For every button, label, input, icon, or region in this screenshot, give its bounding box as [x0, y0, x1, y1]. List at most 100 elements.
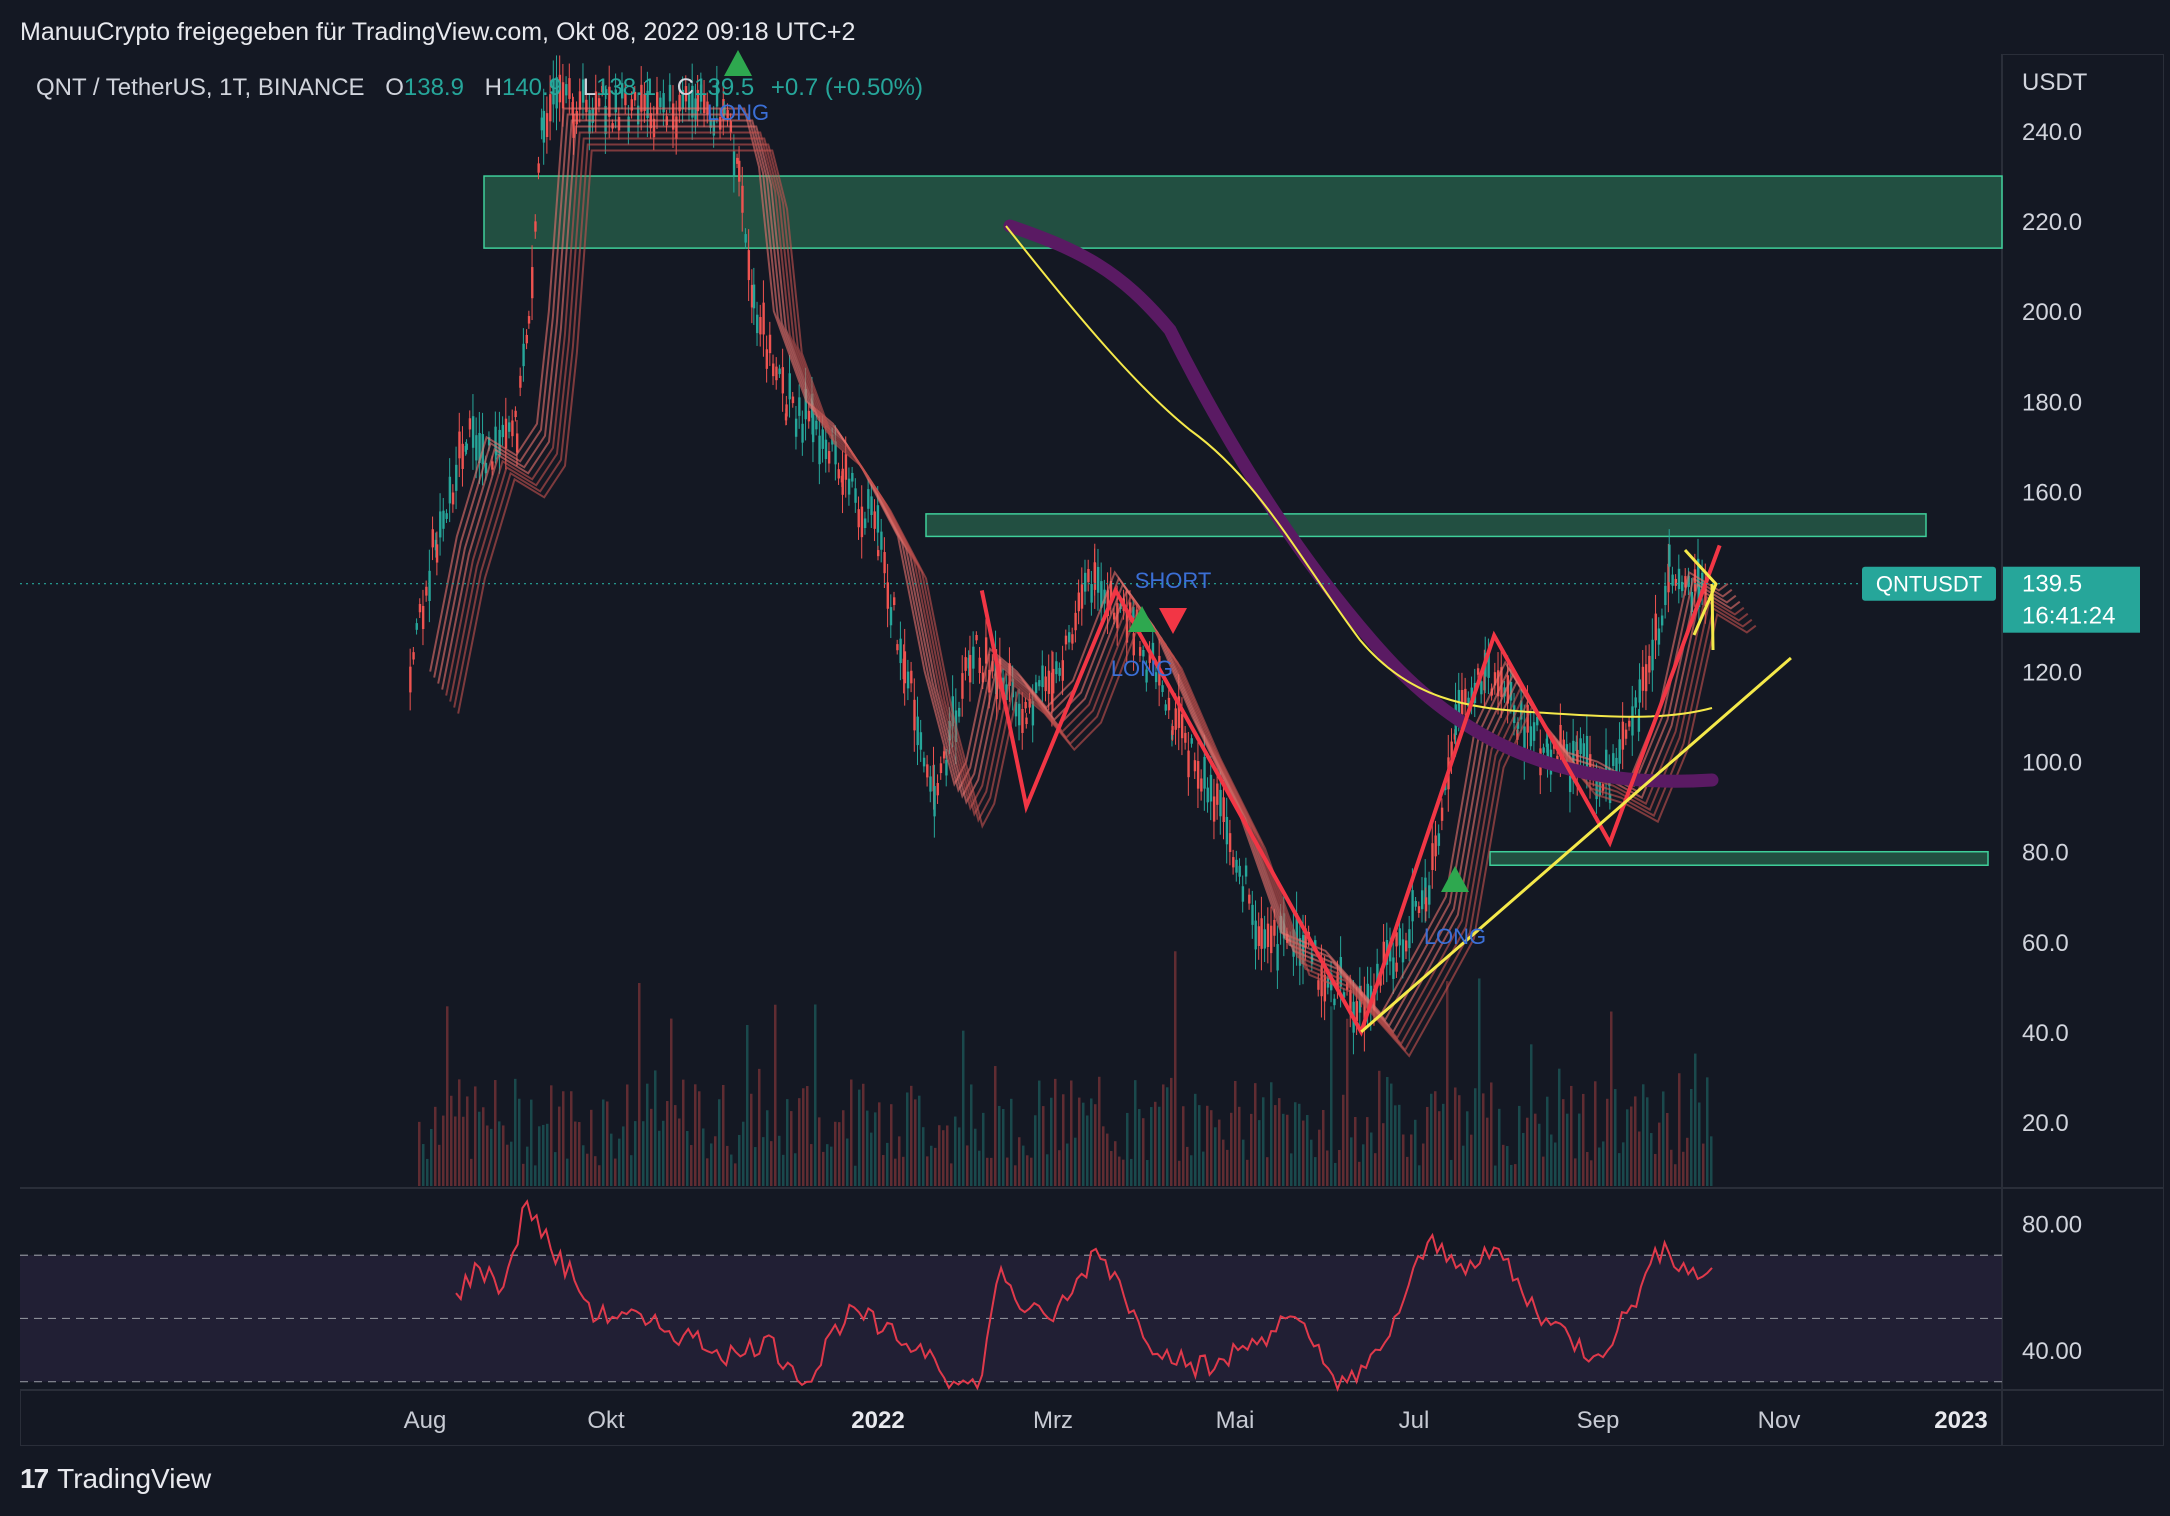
volume-bar — [710, 1143, 713, 1186]
volume-bar — [542, 1124, 545, 1186]
candle-body — [1100, 581, 1103, 608]
candle-body — [1180, 714, 1184, 739]
volume-bar — [1318, 1129, 1321, 1186]
volume-bar — [454, 1116, 457, 1186]
volume-bar — [1694, 1053, 1697, 1186]
time-tick-label: Aug — [404, 1407, 447, 1434]
volume-bar — [1634, 1096, 1637, 1186]
candle-body — [772, 363, 775, 377]
volume-bar — [802, 1088, 805, 1186]
candle-body — [699, 84, 703, 102]
volume-bar — [1442, 1103, 1445, 1186]
volume-bar — [1594, 1081, 1597, 1186]
tradingview-logo-icon[interactable]: 17 — [20, 1463, 49, 1494]
candle-body — [1651, 639, 1654, 671]
candle-body — [939, 763, 943, 774]
volume-bar — [1026, 1155, 1029, 1186]
volume-bar — [1590, 1160, 1593, 1186]
volume-bar — [1682, 1151, 1685, 1186]
volume-bar — [818, 1117, 821, 1186]
volume-bar — [754, 1147, 757, 1186]
volume-bar — [1166, 1087, 1169, 1186]
candle-body — [1654, 613, 1657, 641]
volume-bar — [798, 1098, 801, 1186]
candle-body — [903, 651, 907, 684]
volume-bar — [1254, 1083, 1257, 1186]
candle-body — [1470, 687, 1473, 704]
volume-bar — [774, 1004, 777, 1186]
candle-body — [752, 284, 756, 309]
candle-body — [1598, 779, 1602, 796]
volume-bar — [650, 1108, 653, 1186]
candle-body — [624, 92, 627, 106]
volume-bar — [1294, 1102, 1297, 1186]
candle-body — [534, 221, 537, 232]
candle-body — [1320, 965, 1323, 997]
volume-bar — [982, 1112, 985, 1186]
candle-body — [1154, 672, 1158, 683]
candle-body — [1582, 743, 1586, 757]
volume-bar — [1678, 1073, 1681, 1186]
volume-bar — [582, 1145, 585, 1186]
candle-body — [870, 496, 873, 515]
candle-body — [1080, 584, 1084, 609]
volume-bar — [618, 1138, 621, 1186]
candle-body — [431, 529, 434, 548]
candle-body — [889, 607, 893, 626]
candle-body — [893, 597, 896, 606]
candle-body — [1637, 718, 1641, 732]
volume-bar — [1646, 1097, 1649, 1186]
volume-bar — [1250, 1113, 1253, 1186]
candle-body — [561, 82, 565, 109]
volume-bar — [918, 1095, 921, 1186]
volume-bar — [1426, 1106, 1429, 1186]
candle-body — [945, 759, 948, 776]
price-tick-label: 100.0 — [2022, 750, 2082, 777]
candle-body — [1232, 857, 1235, 868]
candle-body — [1467, 697, 1470, 707]
volume-bar — [1462, 1145, 1465, 1186]
short-signal-label: SHORT — [1135, 568, 1212, 593]
volume-bar — [1582, 1093, 1585, 1186]
time-tick-label: Sep — [1577, 1407, 1620, 1434]
tradingview-brand[interactable]: TradingView — [57, 1463, 212, 1494]
candle-body — [681, 89, 684, 110]
candle-body — [487, 437, 491, 446]
volume-bar — [998, 1105, 1001, 1186]
candle-body — [468, 418, 472, 430]
volume-bar — [962, 1030, 965, 1186]
volume-bar — [1066, 1143, 1069, 1186]
volume-bar — [1046, 1154, 1049, 1186]
volume-bar — [506, 1144, 509, 1186]
volume-bar — [1614, 1089, 1617, 1186]
volume-bar — [1606, 1098, 1609, 1186]
candle-body — [1148, 650, 1151, 663]
volume-bar — [886, 1142, 889, 1186]
candle-body — [860, 506, 864, 538]
volume-bar — [1506, 1146, 1509, 1186]
candle-body — [540, 117, 544, 131]
candle-body — [709, 119, 712, 128]
candle-body — [1526, 704, 1529, 733]
rsi-band — [20, 1255, 2002, 1382]
candle-body — [1295, 913, 1299, 945]
volume-bar — [662, 1120, 665, 1186]
volume-bar — [1194, 1093, 1197, 1186]
volume-bar — [1354, 1116, 1357, 1186]
candle-body — [926, 764, 929, 778]
volume-bar — [474, 1086, 477, 1186]
volume-bar — [630, 1155, 633, 1186]
volume-bar — [866, 1110, 869, 1186]
price-tick-label: 180.0 — [2022, 389, 2082, 416]
volume-bar — [934, 1147, 937, 1186]
volume-bar — [1434, 1091, 1437, 1186]
candle-body — [1257, 926, 1261, 946]
volume-bar — [922, 1127, 925, 1186]
volume-bar — [1094, 1104, 1097, 1186]
legend-close-label: C — [676, 74, 695, 101]
volume-bar — [994, 1066, 997, 1186]
support-resistance-zone — [925, 513, 1927, 538]
candle-body — [1270, 925, 1273, 954]
candle-body — [867, 489, 870, 509]
